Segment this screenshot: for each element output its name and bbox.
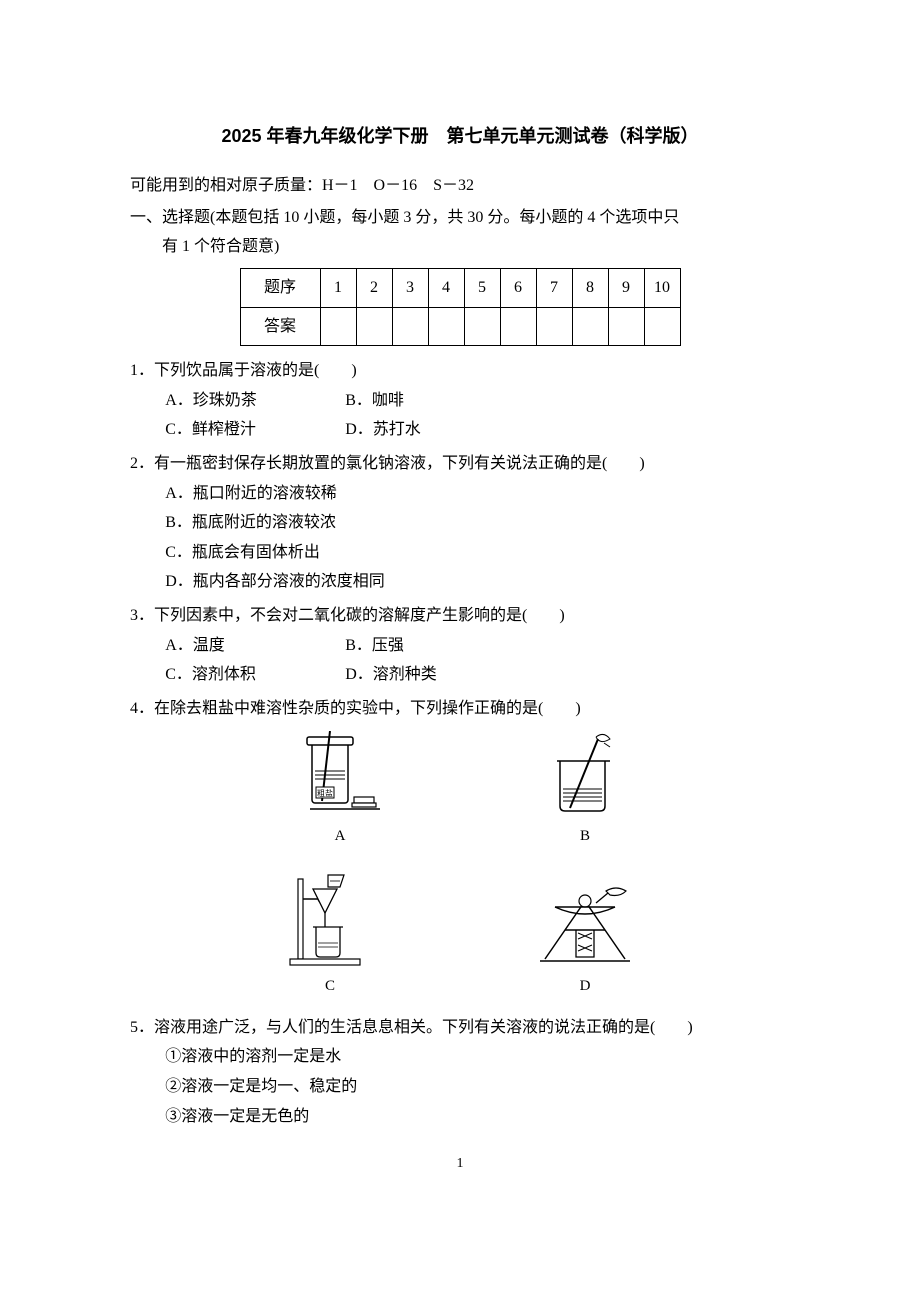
table-row: 答案 [240,307,680,346]
figure-d-label: D [580,973,591,1001]
option-a: A．瓶口附近的溶液较稀 [130,479,790,509]
figure-a: 粗盐 A [290,731,390,851]
table-answer-label: 答案 [240,307,320,346]
option-a: A．温度 [165,631,335,661]
table-cell: 6 [500,269,536,308]
jar-label: 粗盐 [317,788,333,798]
sub-statement-3: ③溶液一定是无色的 [130,1102,790,1132]
table-cell [500,307,536,346]
section-1-line-2: 有 1 个符合题意) [130,232,790,262]
table-cell [392,307,428,346]
option-b: B．压强 [345,631,515,661]
option-d: D．苏打水 [345,415,515,445]
table-cell [356,307,392,346]
figure-d: D [530,871,640,1001]
section-1-line-1: 一、选择题(本题包括 10 小题，每小题 3 分，共 30 分。每小题的 4 个… [130,209,679,226]
page-title: 2025 年春九年级化学下册 第七单元单元测试卷（科学版） [130,120,790,153]
question-1: 1．下列饮品属于溶液的是( ) [130,356,790,386]
table-cell [572,307,608,346]
table-cell: 10 [644,269,680,308]
table-cell [320,307,356,346]
question-4: 4．在除去粗盐中难溶性杂质的实验中，下列操作正确的是( ) [130,694,790,724]
atomic-mass-line: 可能用到的相对原子质量：H－1 O－16 S－32 [130,171,790,201]
question-4-figures: 粗盐 A B [130,723,790,1009]
filter-apparatus-icon [280,871,380,971]
evaporation-apparatus-icon [530,871,640,971]
table-cell [608,307,644,346]
question-3: 3．下列因素中，不会对二氧化碳的溶解度产生影响的是( ) [130,601,790,631]
table-cell: 8 [572,269,608,308]
table-header-label: 题序 [240,269,320,308]
question-5: 5．溶液用途广泛，与人们的生活息息相关。下列有关溶液的说法正确的是( ) [130,1013,790,1043]
figure-b: B [540,731,630,851]
figure-c-label: C [325,973,335,1001]
table-cell: 7 [536,269,572,308]
table-cell: 5 [464,269,500,308]
question-1-options: A．珍珠奶茶 B．咖啡 C．鲜榨橙汁 D．苏打水 [130,386,790,445]
question-2: 2．有一瓶密封保存长期放置的氯化钠溶液，下列有关说法正确的是( ) [130,449,790,479]
sub-statement-1: ①溶液中的溶剂一定是水 [130,1042,790,1072]
table-row: 题序 1 2 3 4 5 6 7 8 9 10 [240,269,680,308]
table-cell [464,307,500,346]
question-3-options: A．温度 B．压强 C．溶剂体积 D．溶剂种类 [130,631,790,690]
option-d: D．瓶内各部分溶液的浓度相同 [130,567,790,597]
option-c: C．鲜榨橙汁 [165,415,335,445]
figure-c: C [280,871,380,1001]
table-cell [428,307,464,346]
section-1-head: 一、选择题(本题包括 10 小题，每小题 3 分，共 30 分。每小题的 4 个… [130,203,790,262]
sub-statement-2: ②溶液一定是均一、稳定的 [130,1072,790,1102]
option-b: B．咖啡 [345,386,515,416]
table-cell: 2 [356,269,392,308]
table-cell: 9 [608,269,644,308]
figure-a-label: A [335,823,346,851]
jar-stir-icon: 粗盐 [290,731,390,821]
page-number: 1 [130,1151,790,1177]
beaker-stir-icon [540,731,630,821]
table-cell [644,307,680,346]
answer-table: 题序 1 2 3 4 5 6 7 8 9 10 答案 [240,268,681,346]
option-a: A．珍珠奶茶 [165,386,335,416]
option-c: C．溶剂体积 [165,660,335,690]
table-cell: 1 [320,269,356,308]
option-d: D．溶剂种类 [345,660,515,690]
table-cell [536,307,572,346]
option-b: B．瓶底附近的溶液较浓 [130,508,790,538]
figure-b-label: B [580,823,590,851]
option-c: C．瓶底会有固体析出 [130,538,790,568]
table-cell: 4 [428,269,464,308]
table-cell: 3 [392,269,428,308]
